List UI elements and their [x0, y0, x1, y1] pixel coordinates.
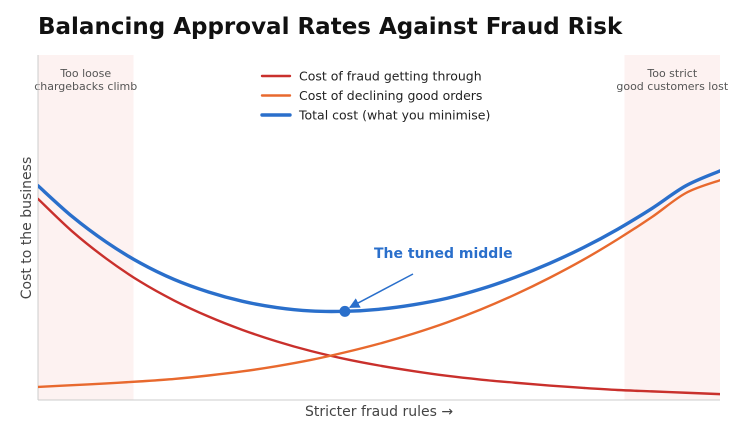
band-0-label-0: Too loose — [59, 67, 111, 80]
x-axis-label: Stricter fraud rules → — [305, 404, 453, 420]
band-1 — [624, 55, 720, 400]
annotation-point-0 — [339, 305, 351, 317]
legend-label-1: Cost of declining good orders — [299, 88, 482, 103]
band-0-label-1: chargebacks climb — [34, 80, 137, 93]
legend-label-2: Total cost (what you minimise) — [298, 108, 490, 123]
series-line-2 — [38, 169, 720, 314]
chart-title: Balancing Approval Rates Against Fraud R… — [38, 14, 623, 40]
annotation-label-0: The tuned middle — [374, 246, 513, 262]
band-1-label-0: Too strict — [646, 67, 697, 80]
series-line-1 — [38, 179, 720, 389]
legend-label-0: Cost of fraud getting through — [299, 69, 482, 84]
series-line-0 — [38, 197, 720, 396]
y-axis-label: Cost to the business — [19, 157, 35, 300]
band-1-label-1: good customers lost — [616, 80, 728, 93]
annotation-arrow-0 — [348, 273, 414, 308]
